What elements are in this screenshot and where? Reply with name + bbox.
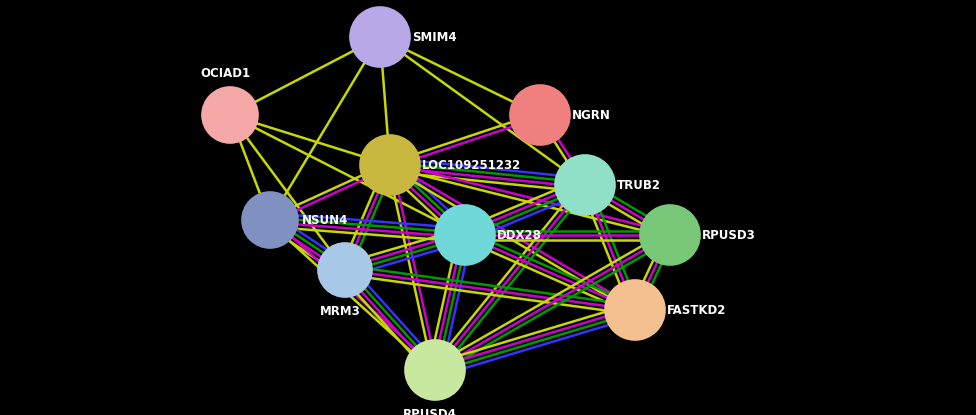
Circle shape xyxy=(242,192,298,248)
Text: TRUB2: TRUB2 xyxy=(617,178,661,191)
Text: RPUSD4: RPUSD4 xyxy=(403,408,457,415)
Text: OCIAD1: OCIAD1 xyxy=(200,67,250,80)
Text: FASTKD2: FASTKD2 xyxy=(667,303,726,317)
Circle shape xyxy=(405,340,465,400)
Circle shape xyxy=(360,135,420,195)
Circle shape xyxy=(605,280,665,340)
Text: LOC109251232: LOC109251232 xyxy=(422,159,521,171)
Text: MRM3: MRM3 xyxy=(319,305,360,318)
Circle shape xyxy=(318,243,372,297)
Text: RPUSD3: RPUSD3 xyxy=(702,229,755,242)
Text: DDX28: DDX28 xyxy=(497,229,542,242)
Circle shape xyxy=(510,85,570,145)
Text: NGRN: NGRN xyxy=(572,108,611,122)
Circle shape xyxy=(555,155,615,215)
Circle shape xyxy=(640,205,700,265)
Text: NSUN4: NSUN4 xyxy=(302,213,348,227)
Circle shape xyxy=(350,7,410,67)
Circle shape xyxy=(435,205,495,265)
Circle shape xyxy=(202,87,258,143)
Text: SMIM4: SMIM4 xyxy=(412,30,457,44)
